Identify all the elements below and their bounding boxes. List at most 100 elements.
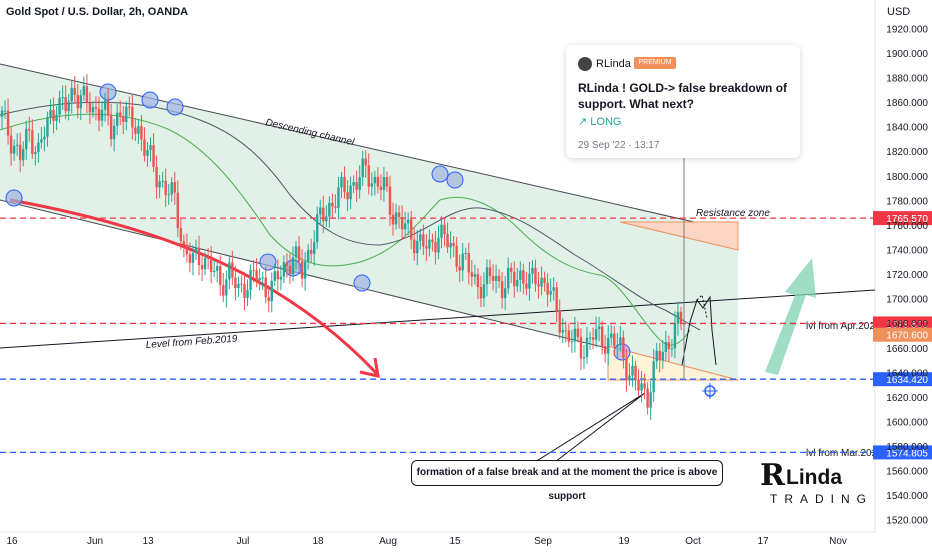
- candle-body: [640, 383, 643, 391]
- level-feb-2019-line[interactable]: [0, 289, 876, 349]
- candle-body: [322, 207, 325, 222]
- candle-body: [370, 183, 373, 187]
- candle-body: [3, 110, 7, 112]
- candle-body: [425, 246, 428, 249]
- candle-body: [531, 267, 534, 274]
- touch-point-marker: [353, 274, 371, 292]
- candle-body: [67, 101, 70, 112]
- candle-body: [555, 287, 558, 311]
- candle-body: [149, 145, 152, 151]
- candle-body: [270, 280, 273, 302]
- candle-body: [397, 212, 401, 217]
- y-tick-label: 1680.000: [886, 319, 928, 330]
- candle-body: [294, 246, 298, 258]
- y-tick-label: 1640.000: [886, 368, 928, 379]
- candle-body: [109, 115, 113, 140]
- y-tick-label: 1600.000: [886, 417, 928, 428]
- candle-body: [197, 247, 201, 266]
- candle-body: [49, 109, 52, 118]
- annotation-lvl-apr-2020: lvl from Apr.2020: [806, 321, 881, 332]
- candle-body: [58, 97, 61, 115]
- candle-body: [522, 270, 525, 284]
- candle-body: [607, 337, 610, 354]
- candle-body: [661, 352, 664, 361]
- candle-body: [182, 241, 186, 245]
- candle-body: [194, 247, 198, 253]
- author-name[interactable]: RLinda: [596, 58, 631, 70]
- candle-body: [285, 262, 289, 266]
- candle-body: [128, 106, 131, 108]
- bullish-arrow: [765, 258, 816, 375]
- candle-body: [603, 346, 607, 354]
- y-tick-label: 1820.000: [886, 147, 928, 158]
- candle-body: [306, 250, 310, 262]
- candle-body: [313, 242, 316, 254]
- candle-body: [461, 253, 464, 271]
- candle-body: [209, 258, 213, 272]
- candle-body: [291, 257, 295, 274]
- candle-body: [340, 176, 343, 188]
- candle-body: [416, 240, 419, 254]
- annotation-resistance-zone: Resistance zone: [696, 208, 770, 219]
- annotation-level-feb-2019: Level from Feb.2019: [145, 334, 238, 351]
- candle-body: [185, 244, 189, 255]
- candle-body: [161, 180, 164, 182]
- candle-body: [240, 283, 243, 285]
- candle-body: [297, 246, 301, 262]
- candle-body: [494, 275, 498, 281]
- candle-body: [655, 350, 658, 362]
- y-tick-label: 1540.000: [886, 491, 928, 502]
- y-tick-label: 1700.000: [886, 295, 928, 306]
- idea-popup[interactable]: RLinda PREMIUM RLinda ! GOLD-> false bre…: [566, 45, 800, 158]
- candle-body: [94, 107, 98, 109]
- y-tick-label: 1620.000: [886, 393, 928, 404]
- candle-body: [61, 96, 64, 98]
- candle-body: [179, 228, 183, 242]
- channel-upper-line[interactable]: [0, 63, 739, 233]
- logo-trading: TRADING: [770, 492, 873, 506]
- resistance-zone[interactable]: [619, 221, 739, 251]
- candle-body: [473, 274, 477, 277]
- candle-body: [434, 241, 437, 253]
- candle-body: [355, 182, 358, 190]
- candle-body: [309, 250, 313, 254]
- x-tick-label: 18: [312, 536, 324, 547]
- candle-body: [164, 180, 167, 195]
- candle-body: [167, 194, 170, 196]
- candle-body: [482, 284, 486, 299]
- candle-body: [525, 283, 528, 289]
- candle-body: [125, 106, 128, 122]
- y-tick-label: 1780.000: [886, 196, 928, 207]
- idea-title[interactable]: RLinda ! GOLD-> false breakdown of suppo…: [578, 81, 788, 111]
- candle-body: [176, 192, 180, 229]
- candle-body: [103, 100, 107, 110]
- y-tick-label: 1920.000: [886, 24, 928, 35]
- price-level-label: 1634.420: [886, 375, 928, 386]
- candle-body: [206, 257, 210, 259]
- x-tick-label: Aug: [379, 536, 397, 547]
- candle-body: [115, 112, 119, 126]
- candle-body: [500, 281, 504, 299]
- candle-body: [276, 271, 280, 280]
- candle-body: [15, 144, 19, 146]
- candle-body: [455, 245, 458, 267]
- premium-badge: PREMIUM: [634, 57, 676, 69]
- candle-body: [82, 86, 86, 96]
- candle-body: [652, 361, 655, 393]
- candle-body: [231, 262, 234, 278]
- candle-body: [625, 357, 628, 381]
- y-tick-label: 1760.000: [886, 221, 928, 232]
- currency-label: USD: [887, 6, 911, 18]
- price-axis-background[interactable]: [875, 0, 932, 532]
- x-tick-label: 13: [142, 536, 154, 547]
- price-level-tag: [873, 316, 932, 331]
- callout-box: formation of a false break and at the mo…: [411, 460, 723, 502]
- candle-body: [40, 139, 43, 143]
- candle-body: [146, 150, 149, 156]
- x-tick-label: Sep: [534, 536, 552, 547]
- candle-body: [376, 176, 380, 187]
- candle-body: [337, 187, 340, 208]
- candle-body: [358, 177, 361, 190]
